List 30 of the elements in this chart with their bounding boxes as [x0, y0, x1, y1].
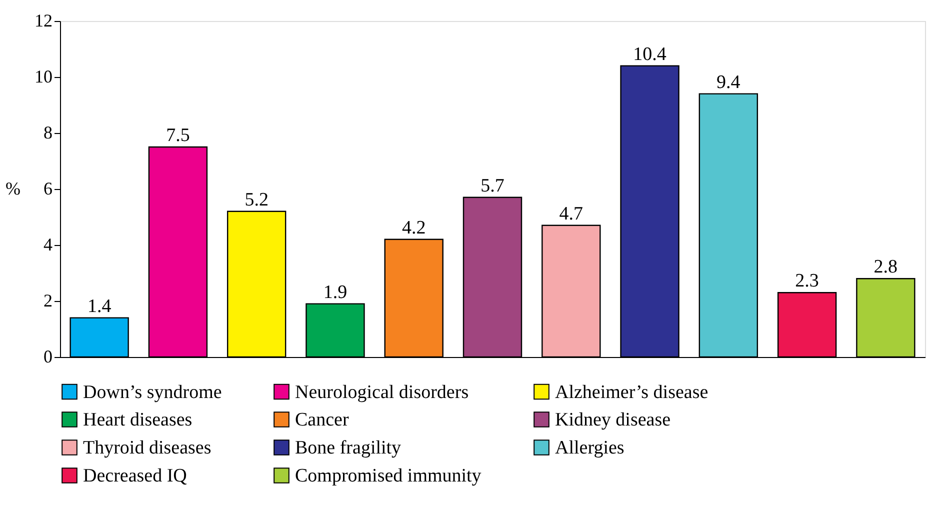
data-label: 2.8: [874, 256, 898, 278]
data-label: 4.2: [402, 217, 426, 238]
legend-label: Down’s syndrome: [83, 382, 222, 403]
y-tick-label: 8: [44, 122, 52, 142]
data-label: 7.5: [166, 125, 190, 146]
data-label: 4.7: [559, 203, 584, 224]
legend-label: Neurological disorders: [295, 382, 469, 403]
data-label: 10.4: [633, 44, 667, 65]
legend-label: Thyroid diseases: [83, 438, 212, 458]
legend-label: Cancer: [295, 410, 350, 430]
legend-label: Alzheimer’s disease: [555, 382, 708, 403]
legend-label: Heart diseases: [83, 410, 192, 430]
legend-label: Decreased IQ: [83, 466, 188, 486]
legend-label: Bone fragility: [295, 438, 402, 458]
legend-label: Kidney disease: [555, 410, 671, 430]
data-label: 1.4: [87, 296, 112, 317]
data-label: 5.7: [480, 175, 504, 196]
y-tick-label: 0: [44, 346, 52, 366]
y-tick-label: 10: [34, 66, 52, 86]
data-label: 5.2: [244, 189, 268, 210]
legend-label: Allergies: [555, 438, 624, 458]
data-label: 1.9: [323, 282, 348, 303]
data-label: 9.4: [716, 72, 741, 93]
legend-label: Compromised immunity: [295, 466, 482, 486]
y-tick-label: 2: [44, 290, 52, 310]
data-label: 2.3: [795, 270, 819, 292]
y-axis-title: %: [6, 178, 20, 198]
y-tick-label: 4: [44, 234, 52, 254]
y-tick-label: 12: [34, 10, 52, 30]
y-tick-label: 6: [44, 178, 52, 198]
